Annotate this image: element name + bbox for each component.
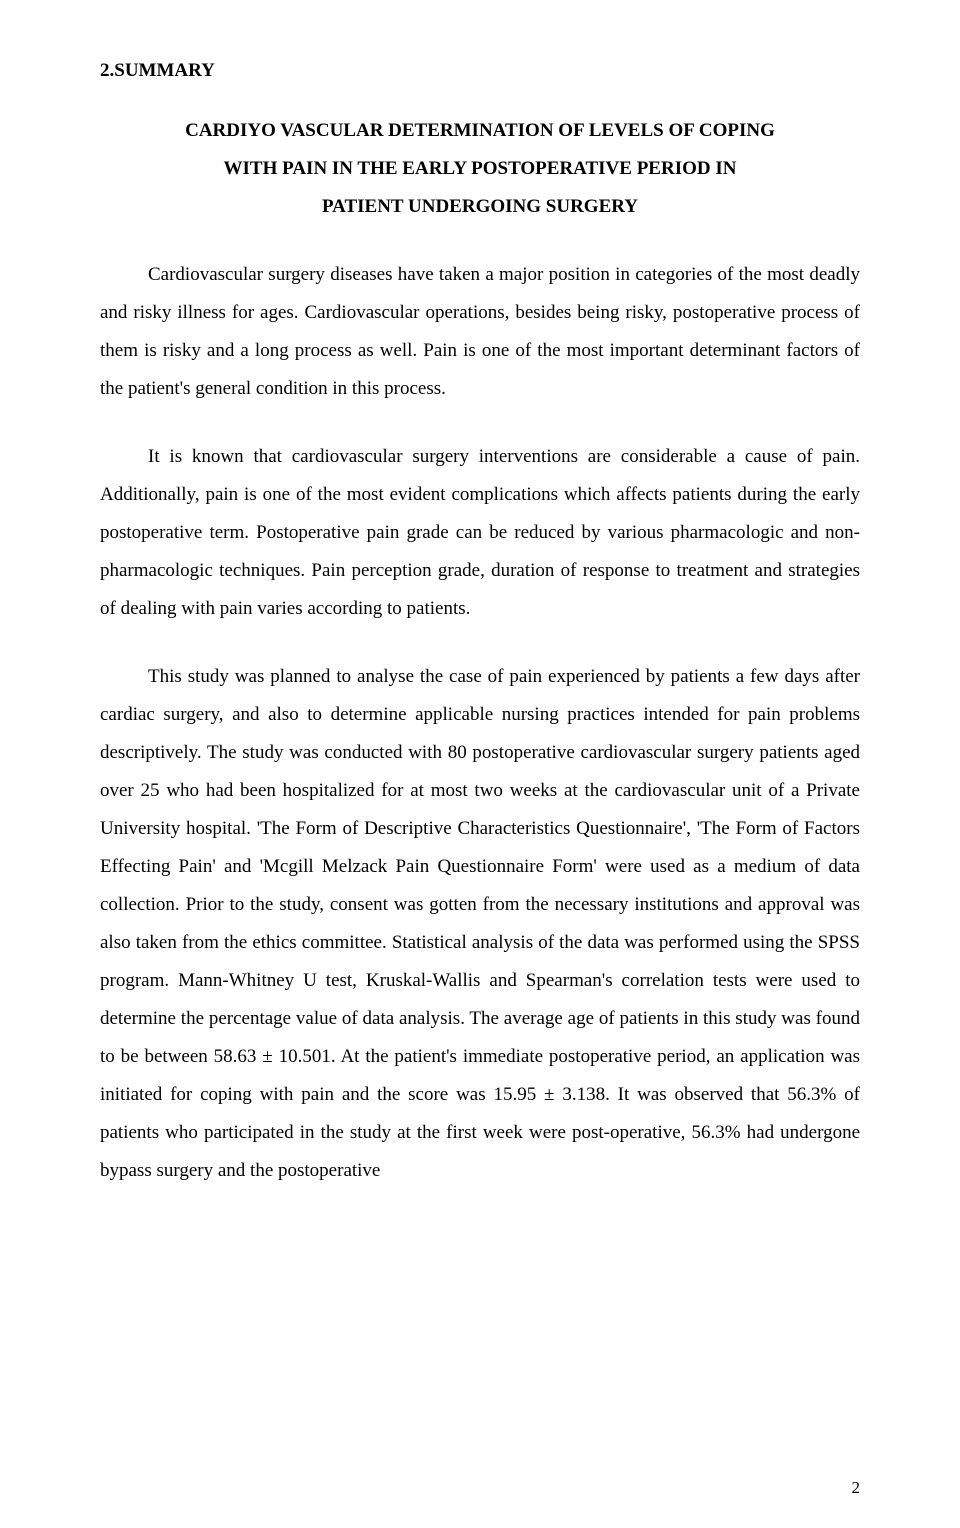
paragraph-3: This study was planned to analyse the ca… <box>100 658 860 1190</box>
title-line-3: PATIENT UNDERGOING SURGERY <box>100 188 860 226</box>
page-number: 2 <box>852 1478 861 1498</box>
paragraph-1: Cardiovascular surgery diseases have tak… <box>100 256 860 408</box>
document-page: 2.SUMMARY CARDIYO VASCULAR DETERMINATION… <box>0 0 960 1528</box>
title-line-2: WITH PAIN IN THE EARLY POSTOPERATIVE PER… <box>100 150 860 188</box>
title-line-1: CARDIYO VASCULAR DETERMINATION OF LEVELS… <box>100 112 860 150</box>
paragraph-2: It is known that cardiovascular surgery … <box>100 438 860 628</box>
document-title: CARDIYO VASCULAR DETERMINATION OF LEVELS… <box>100 112 860 226</box>
section-heading: 2.SUMMARY <box>100 60 860 82</box>
